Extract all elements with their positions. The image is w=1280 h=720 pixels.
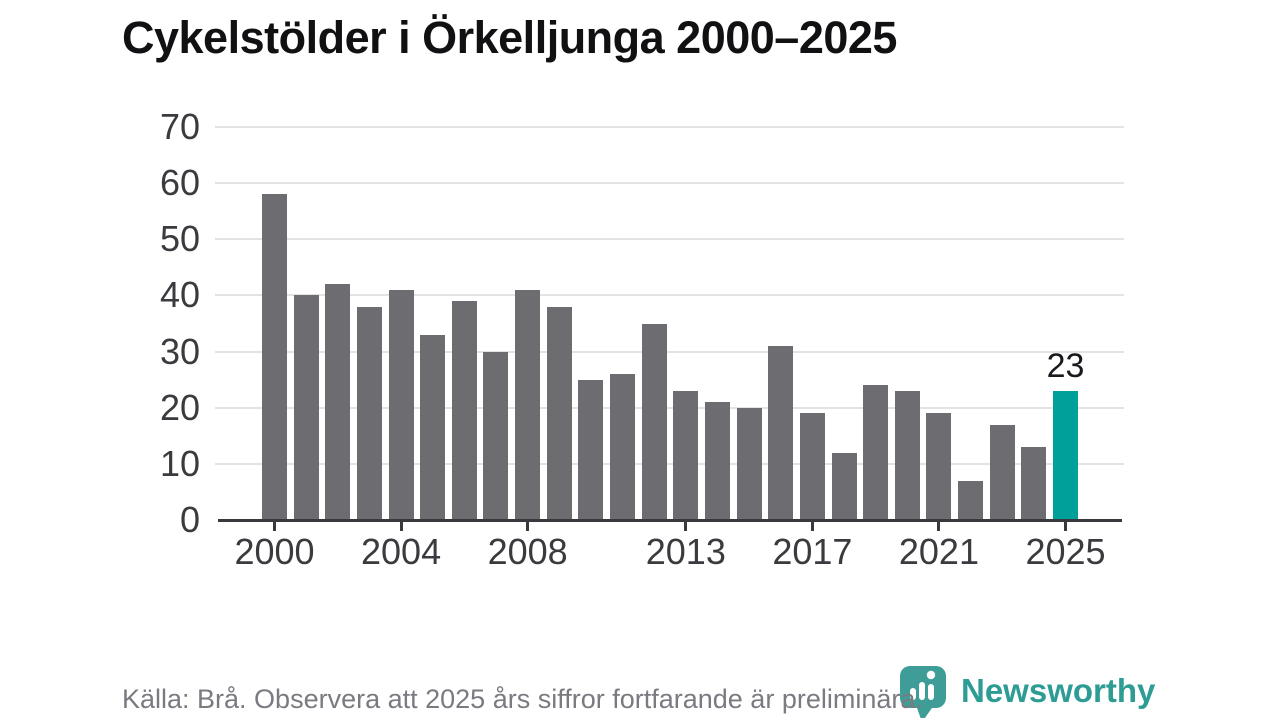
bar-value-label-2025: 23 (1046, 346, 1085, 385)
x-axis-tick-2021 (937, 521, 941, 531)
bar-2013 (673, 390, 699, 520)
x-axis-tick-2017 (810, 521, 814, 531)
x-axis-tick-2000 (273, 521, 276, 531)
x-axis-label-2008: 2008 (487, 531, 568, 572)
bar-2003 (356, 306, 382, 520)
gridline-50 (215, 238, 1124, 241)
bar-2000 (262, 194, 287, 520)
x-axis-line (218, 518, 1122, 522)
gridline-40 (215, 294, 1124, 297)
bar-2025 (1053, 390, 1078, 520)
x-axis-tick-2013 (684, 521, 688, 531)
bar-2014 (704, 402, 730, 520)
x-axis-tick-2025 (1064, 521, 1067, 531)
x-axis-label-2013: 2013 (645, 531, 726, 572)
bar-2007 (483, 351, 509, 520)
x-axis-label-2025: 2025 (1025, 531, 1106, 572)
bar-2018 (831, 452, 857, 520)
bar-2012 (641, 323, 667, 520)
bar-2023 (989, 424, 1015, 520)
source-note: Källa: Brå. Observera att 2025 års siffr… (122, 684, 923, 714)
x-axis-tick-2008 (526, 521, 530, 531)
bar-2021 (926, 413, 952, 520)
bar-2019 (863, 385, 889, 520)
bar-2011 (610, 374, 636, 520)
gridline-20 (215, 406, 1124, 409)
y-axis-label-40: 40 (159, 274, 200, 316)
bar-2010 (578, 379, 604, 520)
bar-2006 (451, 301, 477, 520)
y-axis-label-10: 10 (159, 442, 200, 484)
x-axis-tick-2004 (399, 521, 403, 531)
gridline-70 (215, 126, 1124, 128)
bar-2002 (325, 284, 351, 520)
bar-2008 (515, 289, 541, 520)
y-axis-label-70: 70 (159, 106, 200, 147)
bar-2004 (388, 289, 414, 520)
newsworthy-logo-icon (900, 666, 946, 718)
bar-2022 (958, 480, 984, 520)
x-axis-label-2021: 2021 (898, 531, 979, 572)
bar-2016 (768, 345, 794, 520)
x-axis-label-2017: 2017 (772, 531, 853, 572)
y-axis-label-30: 30 (159, 330, 200, 372)
y-axis-label-20: 20 (159, 386, 200, 428)
y-axis-label-60: 60 (159, 162, 200, 204)
bar-2017 (799, 413, 825, 520)
gridline-60 (215, 182, 1124, 185)
bar-2005 (420, 334, 446, 520)
x-axis-label-2000: 2000 (234, 531, 315, 572)
gridline-10 (215, 462, 1124, 465)
bar-2015 (736, 407, 762, 520)
bar-2020 (894, 390, 920, 520)
chart-title: Cykelstölder i Örkelljunga 2000–2025 (122, 12, 897, 63)
y-axis-label-50: 50 (159, 218, 200, 260)
bar-2001 (293, 295, 319, 520)
x-axis-label-2004: 2004 (361, 531, 442, 572)
newsworthy-wordmark: Newsworthy (961, 672, 1156, 709)
gridline-30 (215, 350, 1124, 353)
y-axis-label-0: 0 (179, 499, 200, 540)
bar-2024 (1021, 447, 1047, 520)
bar-2009 (546, 306, 572, 520)
